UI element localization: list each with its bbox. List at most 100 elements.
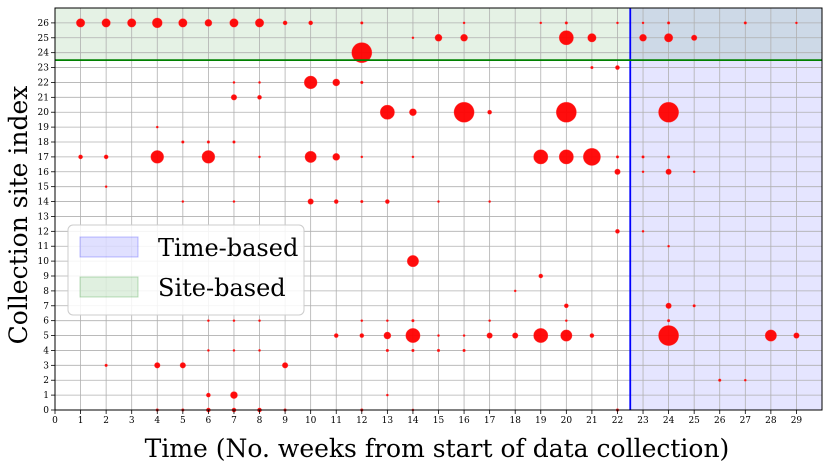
y-tick-label: 12 xyxy=(38,227,49,237)
data-point xyxy=(795,21,798,25)
data-point xyxy=(258,81,261,84)
data-point xyxy=(513,289,517,293)
y-tick-label: 19 xyxy=(38,123,50,133)
data-point xyxy=(206,140,210,144)
data-point xyxy=(360,155,364,159)
data-point xyxy=(589,333,595,338)
data-point xyxy=(614,168,621,175)
data-point xyxy=(232,349,236,352)
data-point xyxy=(641,21,645,25)
y-tick-label: 9 xyxy=(43,272,49,282)
data-point xyxy=(560,329,573,342)
data-point xyxy=(258,155,261,159)
data-point xyxy=(453,101,475,123)
data-point xyxy=(691,34,698,41)
data-point xyxy=(665,168,672,175)
x-tick-label: 29 xyxy=(791,416,803,426)
data-point xyxy=(411,155,415,159)
y-tick-label: 16 xyxy=(38,168,50,178)
data-point xyxy=(558,30,574,46)
data-point xyxy=(615,229,620,234)
data-point xyxy=(764,329,777,342)
y-tick-label: 8 xyxy=(43,287,49,297)
data-point xyxy=(154,362,161,369)
data-point xyxy=(308,20,313,26)
data-point xyxy=(743,21,747,25)
data-point xyxy=(206,392,211,398)
x-tick-label: 20 xyxy=(561,416,573,426)
data-point xyxy=(232,319,236,323)
data-point xyxy=(488,319,491,323)
data-point xyxy=(664,33,674,43)
data-point xyxy=(179,362,186,369)
data-point xyxy=(405,328,421,343)
data-point xyxy=(303,75,318,90)
data-point xyxy=(667,244,670,248)
y-tick-label: 2 xyxy=(43,376,49,386)
data-point xyxy=(486,332,493,339)
data-point xyxy=(665,302,672,309)
x-axis-label: Time (No. weeks from start of data colle… xyxy=(145,434,730,463)
y-tick-label: 13 xyxy=(38,212,50,222)
data-point xyxy=(666,21,671,25)
x-tick-label: 4 xyxy=(154,416,160,426)
x-tick-label: 14 xyxy=(407,416,419,426)
data-point xyxy=(538,273,544,279)
data-point xyxy=(258,319,261,323)
data-point xyxy=(360,319,364,323)
data-point xyxy=(558,149,574,165)
data-point xyxy=(488,200,491,203)
data-point xyxy=(533,149,549,165)
data-point xyxy=(332,153,341,161)
time-based-region xyxy=(630,8,822,410)
data-point xyxy=(232,200,236,203)
data-point xyxy=(587,33,597,43)
legend-label: Site-based xyxy=(158,274,286,302)
y-tick-label: 20 xyxy=(38,108,50,118)
x-tick-label: 6 xyxy=(206,416,212,426)
data-point xyxy=(512,332,519,339)
data-point xyxy=(230,94,238,101)
y-tick-label: 3 xyxy=(43,361,49,371)
x-tick-label: 2 xyxy=(103,416,109,426)
x-tick-label: 11 xyxy=(331,416,342,426)
data-point xyxy=(230,391,238,399)
data-point xyxy=(462,348,466,353)
data-point xyxy=(616,21,619,25)
x-tick-label: 25 xyxy=(688,416,700,426)
y-tick-label: 15 xyxy=(38,183,50,193)
x-tick-label: 12 xyxy=(356,416,367,426)
data-point xyxy=(181,200,185,203)
data-point xyxy=(437,200,440,203)
x-tick-label: 10 xyxy=(305,416,317,426)
legend-swatch xyxy=(79,236,139,258)
data-point xyxy=(436,348,441,353)
data-point xyxy=(409,108,417,116)
data-point xyxy=(150,150,164,164)
x-tick-label: 5 xyxy=(180,416,186,426)
data-point xyxy=(666,319,671,323)
data-point xyxy=(152,17,163,29)
x-tick-label: 19 xyxy=(535,416,547,426)
data-point xyxy=(437,334,440,337)
data-point xyxy=(155,125,159,129)
data-point xyxy=(101,18,111,28)
data-point xyxy=(487,109,492,115)
data-point xyxy=(383,331,392,340)
data-point xyxy=(462,334,466,337)
x-tick-label: 3 xyxy=(129,416,135,426)
data-point xyxy=(103,154,109,160)
data-point xyxy=(641,155,645,159)
data-point xyxy=(78,154,83,160)
data-point xyxy=(204,19,213,27)
y-tick-label: 17 xyxy=(38,153,50,163)
legend-label: Time-based xyxy=(158,234,298,262)
y-tick-label: 21 xyxy=(38,93,49,103)
data-point xyxy=(360,199,364,204)
data-point xyxy=(411,348,415,353)
data-point xyxy=(76,18,86,28)
y-tick-label: 11 xyxy=(38,242,49,252)
x-tick-label: 16 xyxy=(458,416,470,426)
data-point xyxy=(583,148,601,166)
